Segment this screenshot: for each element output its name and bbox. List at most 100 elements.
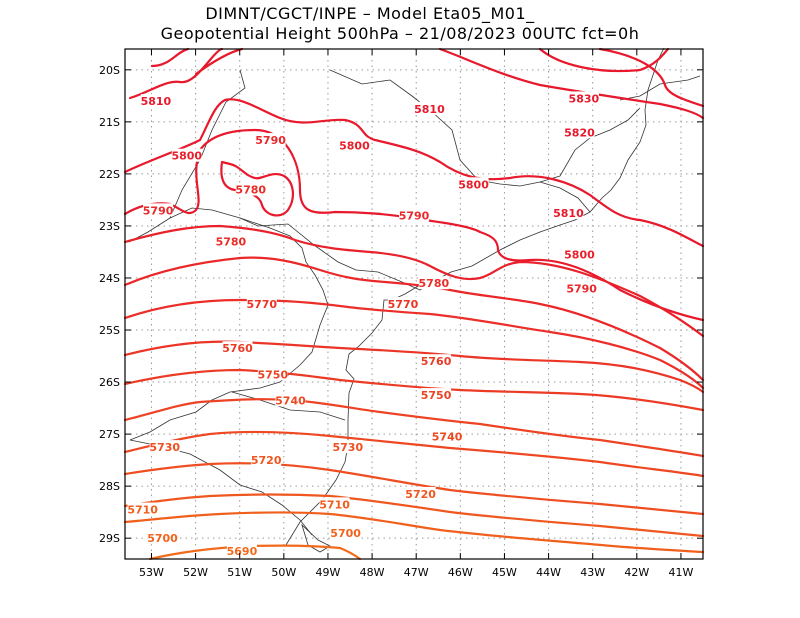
contour-label-bg bbox=[421, 388, 452, 402]
contour-label: 5800 bbox=[564, 249, 595, 262]
contour-label: 5760 bbox=[222, 342, 253, 355]
contour-label: 5800 bbox=[171, 150, 202, 163]
lagoa-dos-patos bbox=[301, 523, 331, 553]
height-contours bbox=[123, 47, 705, 561]
lon-tick-label: 51W bbox=[227, 566, 252, 579]
contour-label-bg bbox=[255, 133, 286, 147]
contour-label-bg bbox=[147, 531, 178, 545]
map-title-line1: DIMNT/CGCT/INPE – Model Eta05_M01_ bbox=[205, 4, 535, 23]
contour-label: 5730 bbox=[333, 441, 364, 454]
contour-label: 5830 bbox=[569, 92, 600, 105]
contour-label: 5800 bbox=[339, 139, 370, 152]
contour-line bbox=[123, 462, 705, 516]
contour-label-bg bbox=[568, 91, 599, 105]
contour-label: 5810 bbox=[414, 103, 445, 116]
contour-label: 5710 bbox=[127, 504, 158, 517]
contour-label-bg bbox=[127, 502, 158, 516]
contour-label-bg bbox=[405, 486, 436, 500]
contour-line bbox=[128, 47, 224, 100]
lon-tick-label: 48W bbox=[360, 566, 385, 579]
map-title-line2: Geopotential Height 500hPa – 21/08/2023 … bbox=[160, 24, 640, 43]
contour-label-bg bbox=[564, 125, 595, 139]
contour-line bbox=[123, 511, 705, 554]
contour-line bbox=[123, 340, 705, 394]
lon-tick-label: 53W bbox=[139, 566, 164, 579]
atlantic-coastline bbox=[285, 47, 665, 546]
argentina-border bbox=[129, 304, 329, 441]
contour-label: 5790 bbox=[566, 282, 597, 295]
contour-labels: 5810 5810 5830 5820 5790 5800 5800 5780 5800 5790… bbox=[127, 91, 600, 558]
lon-tick-label: 42W bbox=[624, 566, 649, 579]
contour-label: 5790 bbox=[399, 210, 430, 223]
contour-line bbox=[123, 128, 705, 322]
state-border-mg bbox=[329, 69, 641, 187]
contour-label-bg bbox=[171, 148, 202, 162]
contour-label: 5740 bbox=[275, 394, 306, 407]
contour-label: 5760 bbox=[421, 355, 452, 368]
contour-label-bg bbox=[418, 276, 449, 290]
state-border-sc-rs bbox=[231, 391, 346, 421]
lat-tick-label: 25S bbox=[99, 324, 120, 337]
contour-line bbox=[148, 544, 362, 561]
contour-label-bg bbox=[257, 367, 288, 381]
axis-ticks: 20S 21S 22S 23S 24S 25S 26S 27S 28S 29S 53W 52W 51W 5… bbox=[99, 49, 703, 579]
uruguay-border bbox=[129, 439, 313, 536]
lat-tick-label: 22S bbox=[99, 168, 120, 181]
contour-line bbox=[123, 256, 705, 382]
contour-line bbox=[123, 224, 705, 338]
contour-label: 5780 bbox=[216, 236, 247, 249]
contour-label: 5770 bbox=[246, 298, 277, 311]
graticule-grid bbox=[125, 49, 703, 559]
lon-tick-label: 52W bbox=[183, 566, 208, 579]
contour-line bbox=[123, 493, 705, 538]
contour-label-bg bbox=[319, 497, 350, 511]
lat-tick-label: 26S bbox=[99, 376, 120, 389]
contour-label-bg bbox=[215, 234, 246, 248]
contour-label-bg bbox=[414, 101, 445, 115]
contour-label-bg bbox=[235, 182, 266, 196]
contour-line bbox=[598, 47, 705, 108]
contour-label: 5690 bbox=[227, 545, 258, 558]
contour-label: 5700 bbox=[147, 532, 178, 545]
contour-line bbox=[123, 368, 705, 412]
lat-tick-label: 21S bbox=[99, 116, 120, 129]
state-border-es bbox=[619, 75, 701, 101]
contour-label: 5810 bbox=[141, 95, 172, 108]
coastline-borders bbox=[128, 47, 701, 553]
contour-label-bg bbox=[222, 341, 253, 355]
lon-tick-label: 47W bbox=[404, 566, 429, 579]
contour-label: 5770 bbox=[388, 298, 419, 311]
contour-label: 5820 bbox=[564, 126, 595, 139]
lon-tick-label: 43W bbox=[580, 566, 605, 579]
contour-line bbox=[123, 398, 705, 458]
contour-label: 5800 bbox=[458, 178, 489, 191]
contour-label-bg bbox=[226, 544, 257, 558]
contour-label-bg bbox=[399, 208, 429, 222]
contour-label-bg bbox=[143, 203, 174, 217]
contour-label-bg bbox=[553, 205, 584, 219]
contour-label-bg bbox=[275, 393, 306, 407]
contour-line bbox=[123, 98, 705, 248]
lat-tick-label: 28S bbox=[99, 480, 120, 493]
lat-tick-label: 29S bbox=[99, 532, 120, 545]
contour-label-bg bbox=[251, 453, 282, 467]
state-border-mg-sp bbox=[169, 69, 246, 219]
lat-tick-label: 23S bbox=[99, 220, 120, 233]
lon-tick-label: 41W bbox=[669, 566, 694, 579]
contour-label-bg bbox=[246, 297, 277, 310]
contour-label: 5790 bbox=[255, 134, 286, 147]
contour-label-bg bbox=[149, 440, 180, 454]
contour-label: 5790 bbox=[143, 204, 174, 217]
contour-label: 5700 bbox=[330, 527, 361, 540]
lat-tick-label: 24S bbox=[99, 272, 120, 285]
contour-label: 5780 bbox=[235, 184, 266, 197]
lon-tick-label: 49W bbox=[316, 566, 341, 579]
lon-tick-label: 50W bbox=[271, 566, 296, 579]
contour-line bbox=[123, 298, 705, 390]
contour-label: 5780 bbox=[419, 277, 450, 290]
state-border-sp-pr bbox=[239, 217, 437, 291]
contour-label: 5750 bbox=[421, 389, 452, 402]
contour-label: 5720 bbox=[405, 488, 436, 501]
contour-label-bg bbox=[458, 177, 489, 191]
